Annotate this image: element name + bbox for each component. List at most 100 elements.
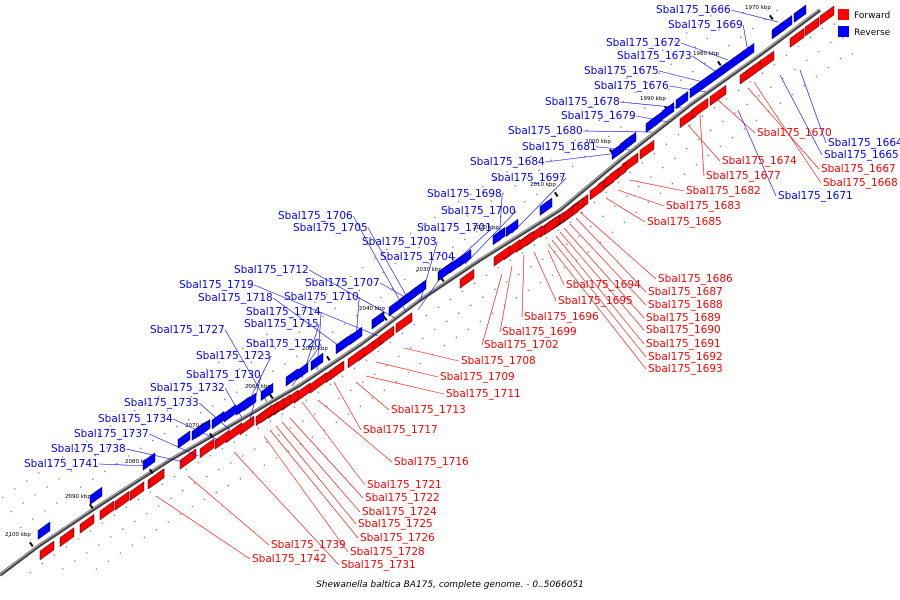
grid-dot <box>185 468 188 471</box>
reverse-gene-glyph <box>197 418 211 438</box>
grid-dot <box>770 86 772 89</box>
grid-dot <box>269 420 272 422</box>
reverse-leader-line <box>149 433 199 457</box>
grid-dot <box>713 106 716 109</box>
reverse-gene-label: Sbal175_1666 <box>656 4 731 16</box>
grid-dot <box>308 347 310 350</box>
grid-dot <box>632 116 634 119</box>
forward-leader-line <box>233 451 340 566</box>
grid-dot <box>32 518 34 520</box>
reverse-leader-line <box>249 374 262 421</box>
scale-tick-label: 2080 kbp <box>125 459 151 465</box>
reverse-gene-label: Sbal175_1710 <box>284 291 359 303</box>
grid-dot <box>611 231 614 234</box>
forward-gene-glyph <box>347 347 365 369</box>
grid-dot <box>26 480 28 482</box>
grid-dot <box>122 417 124 420</box>
grid-dot <box>146 512 148 515</box>
grid-dot <box>94 454 96 457</box>
forward-leader-line <box>403 347 460 362</box>
grid-dot <box>686 32 688 34</box>
grid-dot <box>130 431 132 434</box>
reverse-leader-line <box>301 323 320 379</box>
grid-dot <box>551 274 554 277</box>
reverse-gene-label: Sbal175_1737 <box>74 428 149 440</box>
reverse-leader-line <box>681 42 729 61</box>
forward-leader-line <box>569 223 647 306</box>
legend: Forward Reverse <box>838 9 891 38</box>
grid-dot <box>404 278 406 281</box>
grid-dot <box>122 528 124 530</box>
grid-dot <box>851 53 854 55</box>
reverse-gene-label: Sbal175_1733 <box>124 397 199 409</box>
genome-backbone <box>0 8 822 577</box>
scale-tick-label: 2010 kbp <box>530 182 556 188</box>
grid-dot <box>815 75 818 78</box>
reverse-gene-label: Sbal175_1741 <box>24 458 99 470</box>
grid-dot <box>275 457 278 459</box>
grid-dot <box>182 382 184 384</box>
grid-dot <box>92 478 94 480</box>
grid-dot <box>521 251 524 254</box>
reverse-leader-line <box>669 85 707 93</box>
grid-dot <box>413 323 416 326</box>
grid-dot <box>638 185 640 188</box>
grid-dot <box>68 494 70 496</box>
forward-leader-line <box>289 417 364 499</box>
reverse-gene-glyph <box>388 298 402 317</box>
grid-dot <box>569 221 572 224</box>
reverse-gene-glyph <box>492 226 506 246</box>
grid-dot <box>545 236 548 239</box>
grid-dot <box>473 282 476 285</box>
grid-dot <box>668 88 670 91</box>
grid-dot <box>422 337 424 340</box>
reverse-leader-line <box>511 177 567 234</box>
grid-dot <box>82 462 84 464</box>
grid-dot <box>56 502 58 504</box>
grid-dot <box>377 350 380 353</box>
grid-dot <box>296 355 298 358</box>
grid-dot <box>284 363 286 365</box>
grid-dot <box>467 328 470 331</box>
grid-dot <box>617 181 620 184</box>
grid-dot <box>458 200 460 203</box>
forward-gene-label: Sbal175_1721 <box>367 479 442 491</box>
reverse-gene-glyph <box>539 197 553 216</box>
grid-dot <box>410 346 412 349</box>
grid-dot <box>548 185 550 188</box>
grid-dot <box>584 155 586 158</box>
grid-dot <box>731 136 734 139</box>
forward-leader-line <box>687 124 721 162</box>
grid-dot <box>479 320 482 323</box>
grid-dot <box>590 105 592 108</box>
reverse-gene-label: Sbal175_1704 <box>380 251 455 263</box>
grid-dot <box>173 475 176 478</box>
grid-dot <box>418 246 421 249</box>
grid-dot <box>242 347 244 349</box>
grid-dot <box>218 468 220 471</box>
forward-gene-glyph <box>329 360 345 381</box>
grid-dot <box>158 395 160 398</box>
forward-gene-label: Sbal175_1728 <box>350 546 425 558</box>
grid-dot <box>278 325 280 328</box>
grid-dot <box>422 224 424 227</box>
reverse-gene-glyph <box>177 430 191 449</box>
grid-dot <box>620 126 622 128</box>
reverse-leader-line <box>464 210 517 265</box>
grid-dot <box>218 361 220 363</box>
grid-dot <box>557 229 560 232</box>
grid-dot <box>692 70 694 73</box>
reverse-leader-line <box>443 227 493 273</box>
grid-dot <box>107 560 110 562</box>
forward-leader-line <box>551 239 647 358</box>
grid-dot <box>734 112 736 114</box>
forward-gene-label: Sbal175_1713 <box>391 404 466 416</box>
forward-gene-label: Sbal175_1674 <box>722 155 797 167</box>
grid-dot <box>44 510 46 512</box>
grid-dot <box>434 328 436 331</box>
grid-dot <box>590 225 592 228</box>
forward-gene-label: Sbal175_1682 <box>686 185 761 197</box>
forward-gene-glyph <box>129 481 145 502</box>
grid-dot <box>131 544 134 546</box>
grid-dot <box>491 312 494 315</box>
